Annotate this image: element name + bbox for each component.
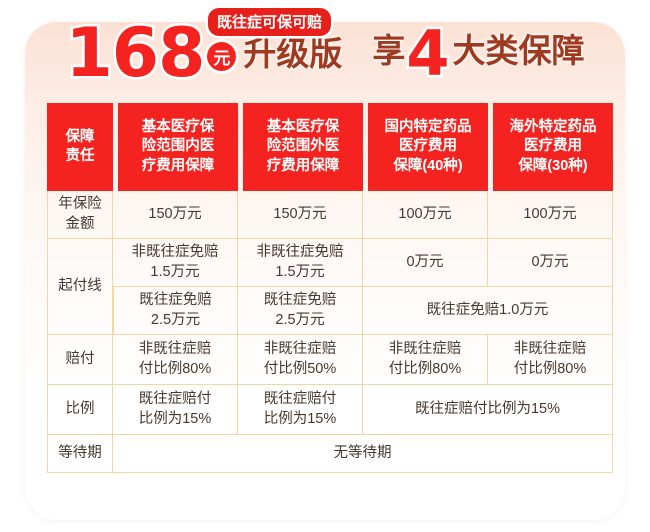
header-line: 医疗费用: [524, 138, 582, 155]
cell-line: 既往症免赔: [263, 292, 337, 309]
table-header-overseas-drugs: 海外特定药品 医疗费用 保障(30种): [493, 103, 613, 191]
cell-line: 付比例80%: [513, 360, 587, 377]
table-header-basic-in-scope: 基本医疗保 险范围内医 疗费用保障: [118, 103, 238, 191]
header-line: 保障(30种): [518, 157, 588, 174]
cell-deductible-nonpre-c1: 非既往症免赔 1.5万元: [113, 239, 238, 287]
cell-line: 付比例80%: [138, 360, 212, 377]
cell-payout-nonpre-c4: 非既往症赔 付比例80%: [488, 335, 613, 385]
cell-line: 非既往症免赔: [256, 244, 344, 261]
pre-existing-condition-badge: 既往症可保可赔: [208, 8, 332, 36]
header-line: 责任: [65, 148, 95, 164]
cell-payout-nonpre-c1: 非既往症赔 付比例80%: [113, 335, 238, 385]
header-line: 基本医疗保: [141, 118, 215, 135]
table-row: 等待期 无等待期: [47, 435, 613, 473]
cell-line: 比例为15%: [263, 410, 337, 427]
cell-line: 付比例80%: [388, 360, 462, 377]
table-header-row: 保障 责任 基本医疗保 险范围内医 疗费用保障 基本医疗保 险范围外医 疗费用保…: [47, 103, 613, 191]
cell-waiting-period-merged: 无等待期: [113, 435, 613, 473]
benefit-comparison-table: 保障 责任 基本医疗保 险范围内医 疗费用保障 基本医疗保 险范围外医 疗费用保…: [47, 103, 613, 473]
cell-deductible-nonpre-c4: 0万元: [488, 239, 613, 287]
header-line: 医疗费用: [399, 138, 457, 155]
cell-deductible-nonpre-c2: 非既往症免赔 1.5万元: [238, 239, 363, 287]
cell-line: 非既往症赔: [263, 341, 337, 358]
cell-line: 非既往症免赔: [131, 244, 219, 261]
header-line: 基本医疗保: [266, 118, 340, 135]
header-line: 疗费用保障: [266, 157, 340, 174]
table-header-basic-out-scope: 基本医疗保 险范围外医 疗费用保障: [243, 103, 363, 191]
table-row: 赔付 非既往症赔 付比例80% 非既往症赔 付比例50% 非既往症赔 付比例80…: [47, 335, 613, 385]
cell-line: 既往症赔付: [263, 391, 337, 408]
header-line: 险范围外医: [266, 138, 340, 155]
cell-payout-pre-merged: 既往症赔付比例为15%: [363, 385, 613, 435]
cell-payout-nonpre-c2: 非既往症赔 付比例50%: [238, 335, 363, 385]
table-header-domestic-drugs: 国内特定药品 医疗费用 保障(40种): [368, 103, 488, 191]
header-line: 保障(40种): [393, 157, 463, 174]
cell-deductible-pre-c1: 既往症免赔 2.5万元: [113, 287, 238, 335]
table-header-responsibility: 保障 责任: [47, 103, 113, 191]
header-line: 险范围内医: [141, 138, 215, 155]
cell-line: 非既往症赔: [138, 341, 212, 358]
row-label-payout-ratio-line2: 比例: [47, 385, 113, 435]
cell-deductible-nonpre-c3: 0万元: [363, 239, 488, 287]
cell-annual-amount-c4: 100万元: [488, 191, 613, 239]
cell-annual-amount-c2: 150万元: [238, 191, 363, 239]
header-line: 海外特定药品: [509, 118, 597, 135]
row-label-waiting-period: 等待期: [47, 435, 113, 473]
cell-line: 比例为15%: [138, 410, 212, 427]
cell-line: 非既往症赔: [388, 341, 462, 358]
cell-line: 2.5万元: [275, 311, 325, 328]
header-line: 国内特定药品: [384, 118, 472, 135]
cell-line: 既往症赔付: [138, 391, 212, 408]
table-row: 比例 既往症赔付 比例为15% 既往症赔付 比例为15% 既往症赔付比例为15%: [47, 385, 613, 435]
cell-payout-pre-c2: 既往症赔付 比例为15%: [238, 385, 363, 435]
cell-line: 既往症免赔: [139, 292, 212, 309]
row-label-annual-amount: 年保险 金额: [47, 191, 113, 239]
cell-deductible-pre-merged: 既往症免赔1.0万元: [363, 287, 613, 335]
row-label-payout-ratio-line1: 赔付: [47, 335, 113, 385]
row-label-line: 年保险: [58, 196, 102, 213]
cell-line: 非既往症赔: [513, 341, 587, 358]
table-row: 起付线 非既往症免赔 1.5万元 非既往症免赔 1.5万元 0万元 0万元: [47, 239, 613, 335]
cell-payout-pre-c1: 既往症赔付 比例为15%: [113, 385, 238, 435]
header-line: 疗费用保障: [141, 157, 215, 174]
cell-annual-amount-c1: 150万元: [113, 191, 238, 239]
cell-line: 付比例50%: [263, 360, 337, 377]
cell-line: 1.5万元: [275, 263, 325, 280]
table-row: 年保险 金额 150万元 150万元 100万元 100万元: [47, 191, 613, 239]
table-row: 既往症免赔 2.5万元 既往症免赔 2.5万元 既往症免赔1.0万元: [47, 287, 613, 335]
row-label-line: 金额: [65, 215, 95, 232]
header-line: 保障: [65, 128, 95, 145]
cell-line: 1.5万元: [150, 263, 200, 280]
cell-annual-amount-c3: 100万元: [363, 191, 488, 239]
cell-payout-nonpre-c3: 非既往症赔 付比例80%: [363, 335, 488, 385]
row-label-deductible: 起付线: [47, 239, 113, 335]
cell-line: 2.5万元: [150, 311, 201, 328]
cell-deductible-pre-c2: 既往症免赔 2.5万元: [238, 287, 363, 335]
